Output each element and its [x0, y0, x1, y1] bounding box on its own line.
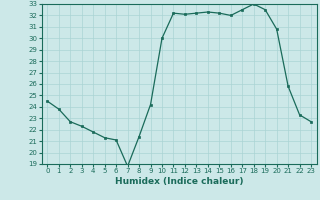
X-axis label: Humidex (Indice chaleur): Humidex (Indice chaleur) — [115, 177, 244, 186]
